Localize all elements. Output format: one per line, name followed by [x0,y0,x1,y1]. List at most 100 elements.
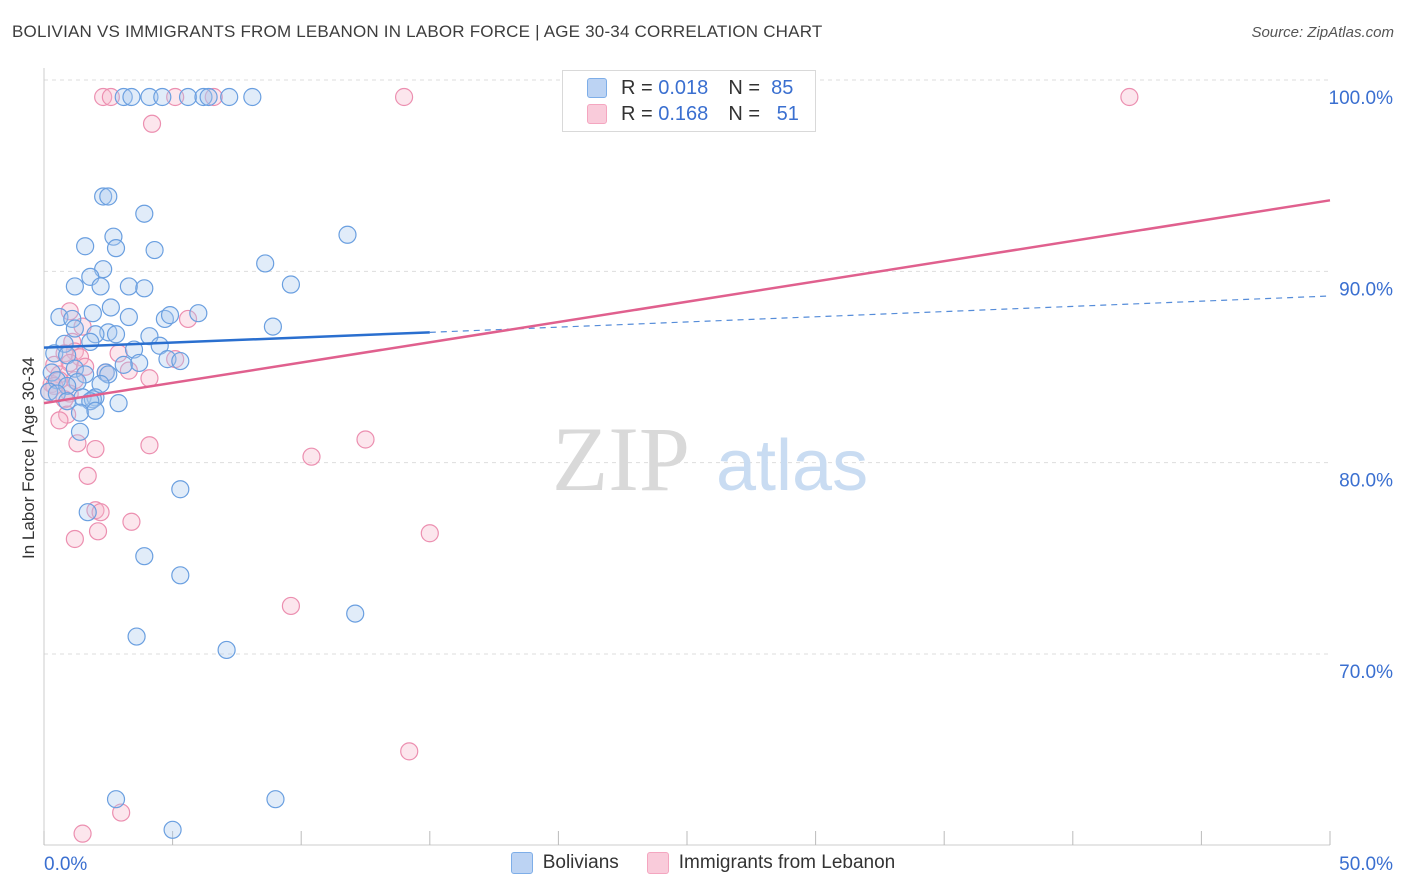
bolivian-point [256,254,275,273]
bolivian-point [122,87,141,107]
bolivian-point [99,187,118,206]
bolivian-point [70,403,90,422]
bolivian-point [263,317,283,336]
lebanon-point [50,411,69,430]
bolivian-point [140,87,159,107]
legend-r-label: R = [621,102,653,125]
bolivian-point [194,87,213,107]
bolivian-trend-extension [429,295,1331,333]
lebanon-trend-line [43,199,1331,405]
y-tick-label: 70.0% [1339,662,1393,683]
bolivian-point [106,325,126,344]
bolivian-point [91,374,110,394]
bolivian-point [83,304,102,323]
chart-title: BOLIVIAN VS IMMIGRANTS FROM LEBANON IN L… [12,22,823,41]
lebanon-point [68,434,87,453]
y-tick-label: 90.0% [1339,279,1393,300]
bolivian-point [94,187,113,206]
bolivian-point [96,363,115,382]
bolivian-point [153,87,172,107]
bolivian-point [109,394,128,413]
lebanon-point [55,344,74,363]
watermark-zip: ZIP [552,408,690,510]
bolivian-point [86,401,105,420]
bolivian-point [127,627,146,646]
bolivian-point [163,820,182,839]
legend-r-value: 0.168 [658,102,709,125]
lebanon-point [356,430,375,449]
bolivian-point [76,365,95,384]
bolivian-point [65,319,84,338]
series-swatch-blue [510,852,533,874]
bolivian-point [145,240,164,260]
bolivian-point [78,503,97,522]
lebanon-point [86,439,105,459]
bolivian-point [114,87,133,107]
bolivian-point [338,225,357,244]
lebanon-point [73,824,92,843]
x-tick-label: 0.0% [44,854,87,875]
bolivian-point [58,376,77,396]
lebanon-point [140,436,159,455]
bolivian-point [150,336,169,355]
lebanon-point [178,309,198,329]
series-legend-lebanon: Immigrants from Lebanon [646,852,896,874]
bolivian-point [76,237,95,256]
lebanon-point [119,361,138,380]
source-label: Source: ZipAtlas.com [1251,24,1394,41]
y-tick-label: 100.0% [1329,88,1394,109]
bolivian-point [281,275,301,294]
tick-labels: 70.0% 80.0% 90.0% 100.0% 0.0% 50.0% [44,88,1393,875]
legend-n-label: N = [728,102,760,125]
lebanon-point [400,742,419,761]
watermark: ZIP atlas [552,408,868,510]
bolivian-point [266,790,285,809]
series-label: Bolivians [542,852,619,873]
bolivian-point [346,604,365,623]
legend-r-value: 0.018 [658,76,709,99]
lebanon-point [122,512,141,531]
lebanon-point [65,529,84,549]
lebanon-point [281,596,301,616]
bolivian-point [81,332,100,352]
lebanon-point [142,114,162,133]
legend-n-label: N = [728,76,760,99]
bolivian-point [119,277,138,296]
legend-n-value: 51 [776,102,799,125]
y-tick-label: 80.0% [1339,471,1393,492]
lebanon-point [394,87,414,107]
correlation-legend: R = 0.018 N = 85 R = 0.168 N = 51 [562,70,816,132]
legend-r-label: R = [621,76,653,99]
bolivian-point [135,547,154,566]
legend-n-value: 85 [771,76,794,99]
lebanon-point [420,524,439,543]
series-legend-bolivians: Bolivians [510,852,619,874]
bolivian-trend-line [43,331,430,349]
lebanon-point [1120,87,1139,107]
lebanon-point [94,87,113,107]
bolivian-point [65,359,84,378]
watermark-atlas: atlas [716,426,868,506]
bolivian-point [243,87,262,107]
legend-swatch-blue [587,78,607,98]
bolivian-point [171,351,190,371]
lebanon-point [166,87,185,107]
y-axis-label: In Labor Force | Age 30-34 [19,357,38,559]
lebanon-point [112,803,131,822]
lebanon-point [101,87,120,107]
bolivian-point [189,304,208,323]
bolivian-point [119,307,138,327]
grid-lines [44,79,1330,655]
legend-row-lebanon: R = 0.168 N = 51 [587,102,799,126]
bolivian-point [106,239,126,258]
bolivian-point [160,306,180,325]
bolivian-point [101,298,120,317]
bolivian-point [114,355,133,374]
bolivian-point [99,365,118,384]
bolivian-point [130,353,149,373]
x-tick-label: 50.0% [1339,854,1393,875]
bolivian-point [104,227,123,246]
bolivian-point [199,87,218,107]
series-label: Immigrants from Lebanon [678,852,896,873]
